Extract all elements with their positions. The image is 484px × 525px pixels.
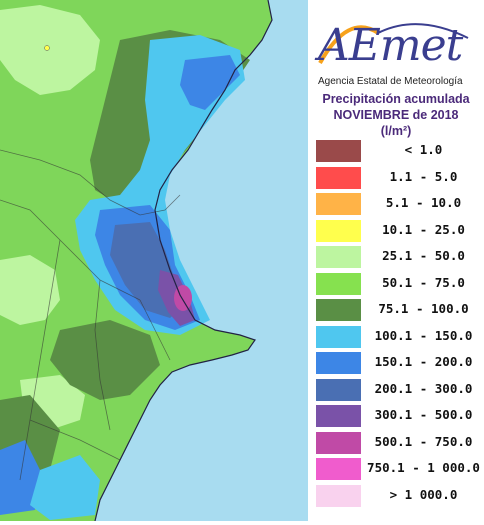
legend-row: 750.1 - 1 000.0 (316, 456, 481, 482)
legend-row: 1.1 - 5.0 (316, 165, 481, 191)
logo-wordmark: AEmet (318, 20, 463, 71)
dark-green-band-south (50, 320, 160, 400)
logo-swoosh-icon (318, 23, 469, 64)
legend-swatch (316, 352, 361, 374)
legend-swatch (316, 458, 361, 480)
legend-label: 750.1 - 1 000.0 (367, 460, 480, 475)
legend-label: 500.1 - 750.0 (374, 433, 473, 449)
legend-row: > 1 000.0 (316, 483, 481, 509)
legend-row: 5.1 - 10.0 (316, 191, 481, 217)
legend-label: 5.1 - 10.0 (385, 195, 462, 210)
legend-label: 150.1 - 200.0 (374, 354, 473, 369)
light-green-zone-north (0, 5, 100, 95)
legend-swatch (316, 246, 361, 268)
light-green-zone-west (0, 255, 60, 325)
province-borders (0, 149, 181, 481)
aemet-logo: AEmet Agencia Estatal de Meteorología (308, 8, 484, 90)
legend-swatch (316, 140, 361, 162)
legend-swatch (316, 193, 361, 215)
map-title: Precipitación acumulada (322, 92, 470, 106)
legend-row: 75.1 - 100.0 (316, 297, 481, 323)
legend-label: 75.1 - 100.0 (378, 301, 469, 316)
legend-row: 500.1 - 750.0 (316, 430, 481, 456)
legend-row: 200.1 - 300.0 (316, 377, 481, 403)
cyan-zone-south (30, 455, 100, 520)
legend-swatch (316, 378, 361, 401)
legend-swatch (316, 325, 361, 348)
legend-label: 50.1 - 75.0 (382, 274, 465, 290)
coastline (94, 0, 273, 522)
map-period: NOVIEMBRE de 2018 (333, 108, 459, 122)
legend-row: 25.1 - 50.0 (316, 244, 481, 270)
legend-swatch (316, 272, 361, 295)
legend-row: 10.1 - 25.0 (316, 218, 481, 244)
legend-row: < 1.0 (316, 138, 481, 164)
legend-label: 1.1 - 5.0 (389, 168, 458, 184)
legend-swatch (316, 484, 361, 507)
legend-row: 300.1 - 500.0 (316, 403, 481, 429)
map-svg (0, 0, 308, 522)
legend-row: 150.1 - 200.0 (316, 350, 481, 376)
legend-label: < 1.0 (404, 142, 443, 157)
magenta-hotspot (174, 285, 192, 311)
blue-zone (180, 55, 240, 110)
legend-label: 25.1 - 50.0 (382, 248, 465, 263)
legend-swatch (316, 405, 361, 427)
legend-swatch (316, 166, 361, 189)
legend-row: 50.1 - 75.0 (316, 271, 481, 297)
blue-zone-south (0, 440, 40, 515)
legend-label: 300.1 - 500.0 (374, 407, 473, 422)
legend-swatch (316, 219, 361, 242)
agency-name: Agencia Estatal de Meteorología (318, 76, 463, 87)
legend-panel: AEmet Agencia Estatal de Meteorología Pr… (308, 0, 484, 521)
legend-label: > 1 000.0 (389, 486, 458, 502)
legend-swatch (316, 431, 361, 454)
legend-label: 10.1 - 25.0 (382, 221, 465, 237)
legend-label: 200.1 - 300.0 (374, 380, 473, 396)
legend-swatch (316, 299, 361, 321)
legend-row: 100.1 - 150.0 (316, 324, 481, 350)
map-units: (l/m²) (380, 124, 412, 138)
legend-label: 100.1 - 150.0 (374, 327, 473, 343)
location-marker (44, 45, 50, 51)
precipitation-map (0, 0, 308, 522)
